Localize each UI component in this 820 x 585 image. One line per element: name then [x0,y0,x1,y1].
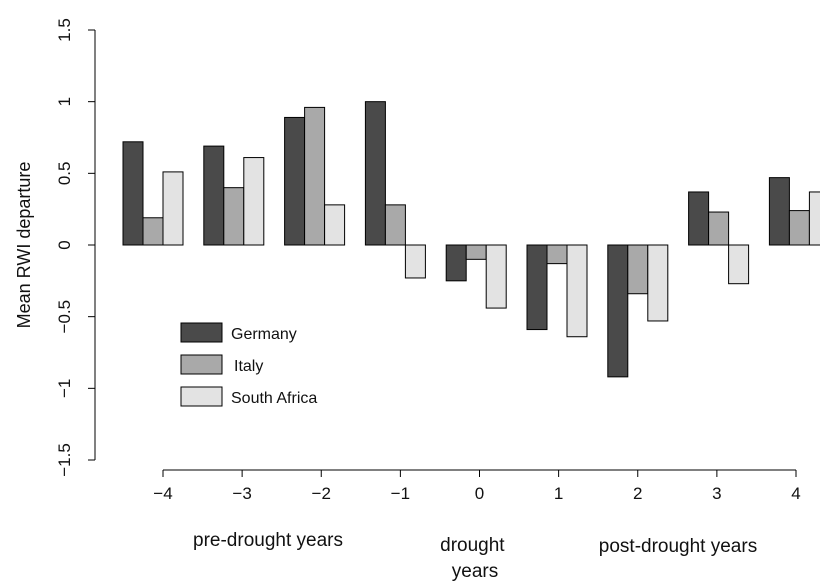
bar-germany [768,177,790,246]
bar-italy [627,244,649,295]
bar-italy [788,210,810,246]
bar-south-africa [324,204,346,246]
bar-south-africa [808,191,820,246]
bar-germany [688,191,710,246]
y-tick-label: 0 [55,240,74,249]
legend-label-germany: Germany [231,326,297,343]
bar-germany [284,116,306,246]
bar-italy [546,244,568,265]
x-tick-label: −3 [232,484,251,503]
x-tick-label: −1 [391,484,410,503]
x-tick-label: −2 [312,484,331,503]
group-label-post-drought: post-drought years [599,536,757,557]
bar-south-africa [162,171,184,246]
x-tick-label: 4 [791,484,800,503]
bar-italy [465,244,487,260]
bar-south-africa [728,244,750,285]
bar-south-africa [243,157,265,246]
y-tick-label: 1.5 [55,18,74,42]
bar-italy [223,187,245,246]
group-label-drought: drought years [440,535,510,582]
bar-germany [526,244,548,331]
bar-germany [203,145,225,246]
legend-swatch-south-africa [180,386,223,407]
bar-germany [445,244,467,282]
x-tick-label: 3 [712,484,721,503]
y-tick-label: −0.5 [55,300,74,334]
y-tick-label: −1.5 [55,443,74,477]
legend-label-italy: Italy [234,358,263,375]
y-axis: 1.5 1 0.5 0 −0.5 −1 −1.5 [55,18,96,477]
y-tick-label: 0.5 [55,162,74,186]
x-tick-label: 0 [475,484,484,503]
legend-label-south-africa: South Africa [231,390,317,407]
bar-south-africa [404,244,426,279]
legend-swatch-germany [180,322,223,343]
y-axis-title: Mean RWI departure [14,162,34,329]
legend: Germany Italy South Africa [180,322,317,407]
x-axis: −4 −3 −2 −1 0 1 2 3 4 [153,469,801,503]
bar-italy [708,211,730,246]
legend-swatch-italy [180,354,223,375]
bar-italy [304,106,326,246]
bar-south-africa [485,244,507,309]
x-tick-label: −4 [153,484,172,503]
bars [122,101,820,378]
bar-germany [364,101,386,246]
bar-germany [122,141,144,246]
bar-italy [142,217,164,246]
bar-south-africa [566,244,588,338]
y-tick-label: 1 [55,97,74,106]
bar-italy [384,204,406,246]
x-tick-label: 2 [633,484,642,503]
group-label-pre-drought: pre-drought years [193,530,343,551]
y-tick-label: −1 [55,379,74,398]
x-tick-label: 1 [554,484,563,503]
bar-south-africa [647,244,669,322]
bar-germany [607,244,629,378]
